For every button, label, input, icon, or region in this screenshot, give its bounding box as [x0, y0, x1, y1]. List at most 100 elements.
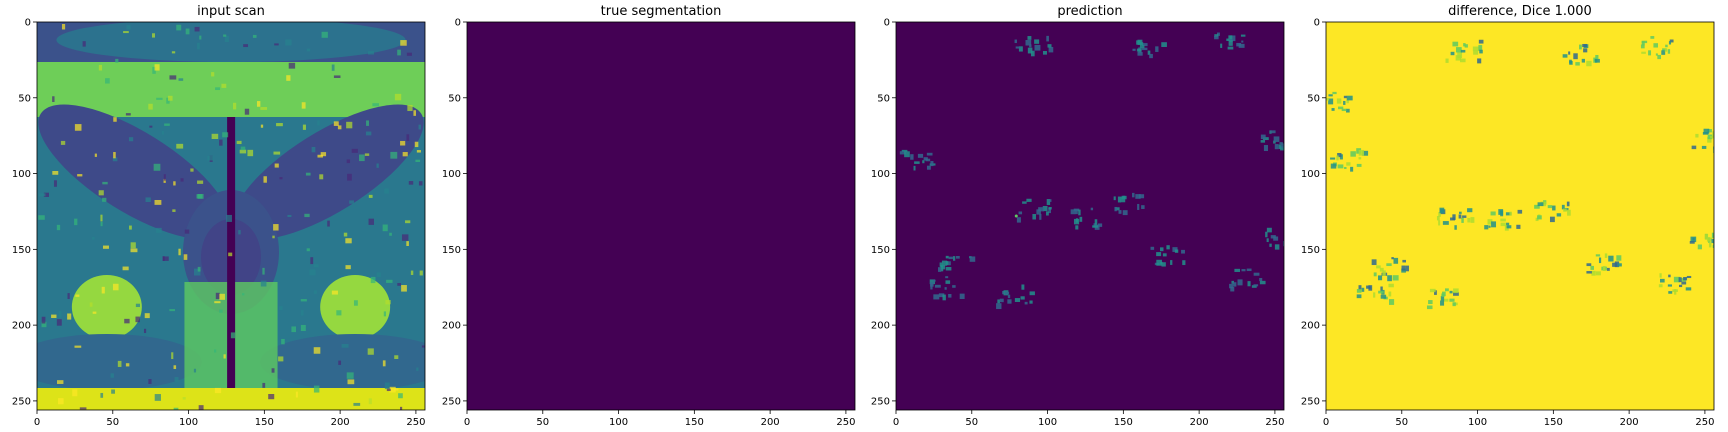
y-tick: 150 — [12, 245, 37, 256]
x-tick: 150 — [255, 410, 274, 428]
x-tick: 0 — [893, 410, 899, 428]
subplot-title: prediction — [1057, 4, 1122, 19]
x-tick: 250 — [1265, 410, 1284, 428]
x-tick-label: 150 — [685, 417, 704, 428]
x-tick-label: 250 — [406, 417, 425, 428]
y-tick-label: 50 — [448, 93, 461, 104]
x-tick-label: 150 — [255, 417, 274, 428]
subplot-title: difference, Dice 1.000 — [1448, 4, 1592, 19]
x-tick: 250 — [836, 410, 855, 428]
y-tick: 0 — [1314, 18, 1326, 29]
y-tick: 100 — [12, 169, 37, 180]
y-tick: 50 — [448, 93, 467, 104]
x-tick: 100 — [1038, 410, 1057, 428]
y-tick: 250 — [871, 396, 896, 407]
y-tick-label: 150 — [1301, 245, 1320, 256]
y-tick: 250 — [12, 396, 37, 407]
y-tick-label: 0 — [455, 18, 461, 29]
y-tick-label: 150 — [442, 245, 461, 256]
y-tick-label: 100 — [12, 169, 31, 180]
y-tick-label: 200 — [1301, 321, 1320, 332]
y-tick: 100 — [1301, 169, 1326, 180]
y-tick: 0 — [25, 18, 37, 29]
y-tick-label: 50 — [18, 93, 31, 104]
y-tick-label: 50 — [877, 93, 890, 104]
x-tick-label: 250 — [836, 417, 855, 428]
y-tick: 100 — [871, 169, 896, 180]
axes-frame — [895, 21, 1285, 411]
x-tick: 150 — [1114, 410, 1133, 428]
subplot-3: prediction 0 50 100 150 200 250 0 50 100 150 200 250 — [859, 0, 1291, 432]
x-tick-label: 100 — [1038, 417, 1057, 428]
y-tick-label: 250 — [871, 396, 890, 407]
y-tick-label: 100 — [442, 169, 461, 180]
y-tick: 50 — [1307, 93, 1326, 104]
x-tick-label: 0 — [893, 417, 899, 428]
y-tick-label: 250 — [442, 396, 461, 407]
x-tick: 50 — [536, 410, 549, 428]
x-tick-label: 200 — [1620, 417, 1639, 428]
x-tick-label: 150 — [1114, 417, 1133, 428]
x-tick: 150 — [685, 410, 704, 428]
y-tick-label: 200 — [12, 321, 31, 332]
x-tick: 50 — [106, 410, 119, 428]
x-tick: 50 — [965, 410, 978, 428]
subplot-2: true segmentation 0 50 100 150 200 250 0 50 100 15… — [430, 0, 862, 432]
x-tick-label: 50 — [106, 417, 119, 428]
y-tick-label: 100 — [1301, 169, 1320, 180]
x-tick-label: 200 — [761, 417, 780, 428]
x-tick-label: 50 — [1395, 417, 1408, 428]
x-tick: 200 — [761, 410, 780, 428]
axes-frame — [466, 21, 856, 411]
y-tick-label: 250 — [12, 396, 31, 407]
y-tick: 200 — [12, 321, 37, 332]
y-tick-label: 0 — [1314, 18, 1320, 29]
y-tick: 200 — [1301, 321, 1326, 332]
y-tick: 50 — [18, 93, 37, 104]
axes-frame — [1325, 21, 1715, 411]
x-tick: 200 — [1190, 410, 1209, 428]
subplot-1: input scan 0 50 100 150 200 250 0 50 100 150 200 250 — [0, 0, 432, 432]
image-heatmap — [1326, 22, 1714, 410]
x-tick: 0 — [34, 410, 40, 428]
x-tick-label: 150 — [1544, 417, 1563, 428]
y-tick-label: 150 — [12, 245, 31, 256]
x-tick-label: 100 — [179, 417, 198, 428]
image-heatmap — [37, 22, 425, 410]
x-tick: 100 — [1468, 410, 1487, 428]
x-tick-label: 50 — [536, 417, 549, 428]
x-tick-label: 100 — [609, 417, 628, 428]
x-tick-label: 0 — [464, 417, 470, 428]
x-tick-label: 250 — [1265, 417, 1284, 428]
x-tick: 0 — [1323, 410, 1329, 428]
x-tick: 50 — [1395, 410, 1408, 428]
y-tick: 150 — [871, 245, 896, 256]
y-tick-label: 50 — [1307, 93, 1320, 104]
y-tick: 50 — [877, 93, 896, 104]
y-tick: 0 — [884, 18, 896, 29]
x-tick-label: 250 — [1695, 417, 1714, 428]
y-tick: 0 — [455, 18, 467, 29]
x-tick: 250 — [1695, 410, 1714, 428]
y-tick-label: 200 — [442, 321, 461, 332]
x-tick: 100 — [609, 410, 628, 428]
y-tick: 200 — [442, 321, 467, 332]
y-tick: 150 — [442, 245, 467, 256]
x-tick: 200 — [331, 410, 350, 428]
y-tick: 150 — [1301, 245, 1326, 256]
y-tick-label: 250 — [1301, 396, 1320, 407]
y-tick: 250 — [1301, 396, 1326, 407]
x-tick-label: 0 — [34, 417, 40, 428]
y-tick: 250 — [442, 396, 467, 407]
subplot-title: input scan — [197, 4, 265, 19]
x-tick-label: 100 — [1468, 417, 1487, 428]
y-tick-label: 0 — [884, 18, 890, 29]
x-tick-label: 50 — [965, 417, 978, 428]
x-tick-label: 0 — [1323, 417, 1329, 428]
y-tick-label: 150 — [871, 245, 890, 256]
axes-frame — [36, 21, 426, 411]
